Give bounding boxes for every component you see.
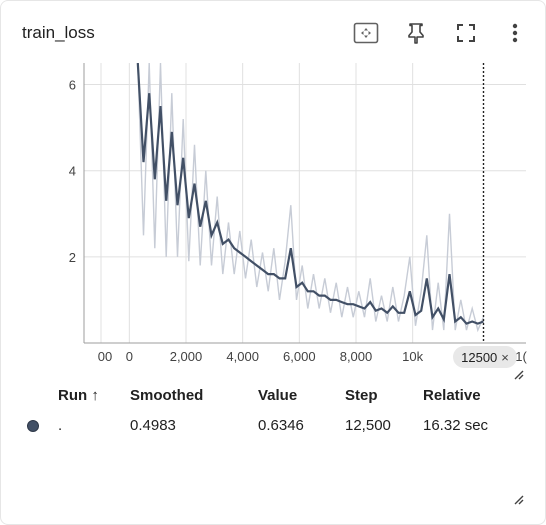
x-tick-label: 0 <box>126 349 133 364</box>
resize-handle-icon[interactable] <box>513 494 525 506</box>
card-title: train_loss <box>22 23 95 42</box>
series-raw-line <box>137 63 485 333</box>
more-vert-icon <box>512 23 518 43</box>
fit-domain-button[interactable] <box>352 19 380 47</box>
cell-relative: 16.32 sec <box>423 417 489 434</box>
x-tick-label: 4,000 <box>226 349 259 364</box>
cell-value: 0.6346 <box>258 417 304 434</box>
x-tick-label: 00 <box>98 349 112 364</box>
x-tick-label: 6,000 <box>283 349 316 364</box>
cell-step: 12,500 <box>345 417 391 434</box>
y-tick-label: 2 <box>69 250 76 265</box>
step-badge-label: 12500 <box>461 349 498 365</box>
fit-domain-icon <box>353 22 379 44</box>
pin-button[interactable] <box>402 19 430 47</box>
step-cursor-badge[interactable]: 12500 × <box>453 346 517 368</box>
line-chart[interactable]: 246 00 0 2,000 4,000 6,000 8,000 10k 1( <box>1 57 545 377</box>
x-tick-label: 2,000 <box>170 349 203 364</box>
header-smoothed[interactable]: Smoothed <box>130 387 204 404</box>
header-value[interactable]: Value <box>258 387 298 404</box>
y-tick-label: 4 <box>69 164 76 179</box>
header-run[interactable]: Run ↑ <box>58 387 99 404</box>
y-tick-label: 6 <box>69 78 76 93</box>
header-relative[interactable]: Relative <box>423 387 481 404</box>
run-color-dot <box>27 420 39 432</box>
pin-icon <box>408 23 424 44</box>
close-icon[interactable]: × <box>501 349 509 365</box>
fullscreen-button[interactable] <box>452 19 480 47</box>
cell-smoothed: 0.4983 <box>130 417 176 434</box>
fullscreen-icon <box>457 24 475 42</box>
header-step[interactable]: Step <box>345 387 378 404</box>
x-tick-label: 8,000 <box>340 349 373 364</box>
x-tick-label: 10k <box>402 349 423 364</box>
series-smoothed-line <box>136 63 484 325</box>
cell-run: . <box>58 417 63 434</box>
x-tick-label: 1( <box>515 349 527 364</box>
more-options-button[interactable] <box>501 19 529 47</box>
resize-handle-icon[interactable] <box>513 369 525 381</box>
